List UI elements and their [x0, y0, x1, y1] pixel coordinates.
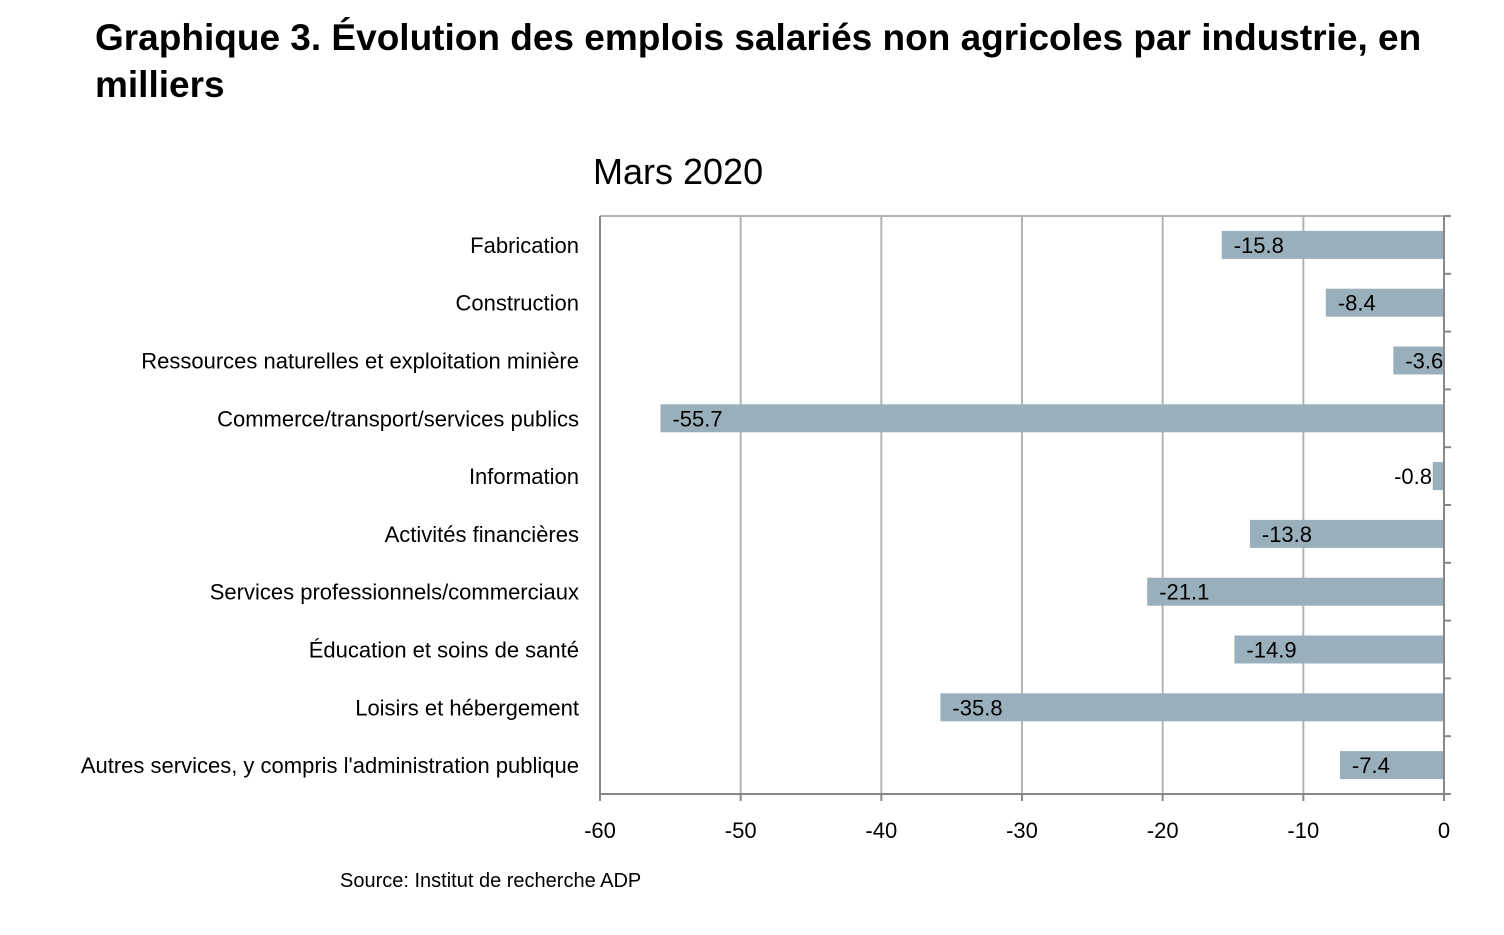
bar-4: [1432, 462, 1444, 491]
bar-1: [1325, 288, 1444, 317]
x-tick-label: -30: [1006, 818, 1038, 843]
bar-0: [1221, 230, 1444, 259]
figure-title: Graphique 3. Évolution des emplois salar…: [95, 17, 1422, 105]
category-label: Commerce/transport/services publics: [217, 406, 579, 431]
category-label: Information: [469, 464, 579, 489]
bar-7: [1234, 635, 1444, 664]
bar-2: [1393, 346, 1444, 375]
category-label: Services professionnels/commerciaux: [210, 580, 579, 605]
axes: [599, 215, 1451, 801]
category-label: Fabrication: [470, 233, 579, 258]
data-label: -55.7: [672, 406, 722, 431]
category-label: Construction: [455, 291, 579, 316]
x-tick-label: -60: [584, 818, 616, 843]
x-tick-label: -20: [1147, 818, 1179, 843]
bar-9: [1339, 751, 1444, 780]
category-label: Loisirs et hébergement: [355, 695, 579, 720]
source-note: Source: Institut de recherche ADP: [340, 870, 642, 892]
category-label: Autres services, y compris l'administrat…: [81, 753, 579, 778]
data-label: -14.9: [1246, 638, 1296, 663]
category-label: Ressources naturelles et exploitation mi…: [141, 349, 579, 374]
data-label: -0.8: [1394, 464, 1432, 489]
category-label: Éducation et soins de santé: [309, 638, 579, 663]
bar-6: [1147, 577, 1444, 606]
x-tick-label: 0: [1438, 818, 1450, 843]
bars: [660, 230, 1444, 780]
bar-5: [1249, 519, 1444, 548]
data-label: -3.6: [1405, 349, 1443, 374]
x-tick-label: -40: [865, 818, 897, 843]
data-label: -8.4: [1338, 291, 1376, 316]
data-label: -15.8: [1234, 233, 1284, 258]
data-label: -35.8: [952, 695, 1002, 720]
x-tick-label: -10: [1287, 818, 1319, 843]
x-tick-label: -50: [725, 818, 757, 843]
bar-8: [940, 693, 1444, 722]
data-label: -7.4: [1352, 753, 1390, 778]
data-label: -13.8: [1262, 522, 1312, 547]
category-label: Activités financières: [385, 522, 579, 547]
labels: -60 -50 -40 -30 -20 -10 0 Fabrication Constructi…: [81, 233, 1450, 843]
data-label: -21.1: [1159, 580, 1209, 605]
chart-title: Mars 2020: [593, 151, 764, 192]
bar-3: [660, 404, 1444, 433]
